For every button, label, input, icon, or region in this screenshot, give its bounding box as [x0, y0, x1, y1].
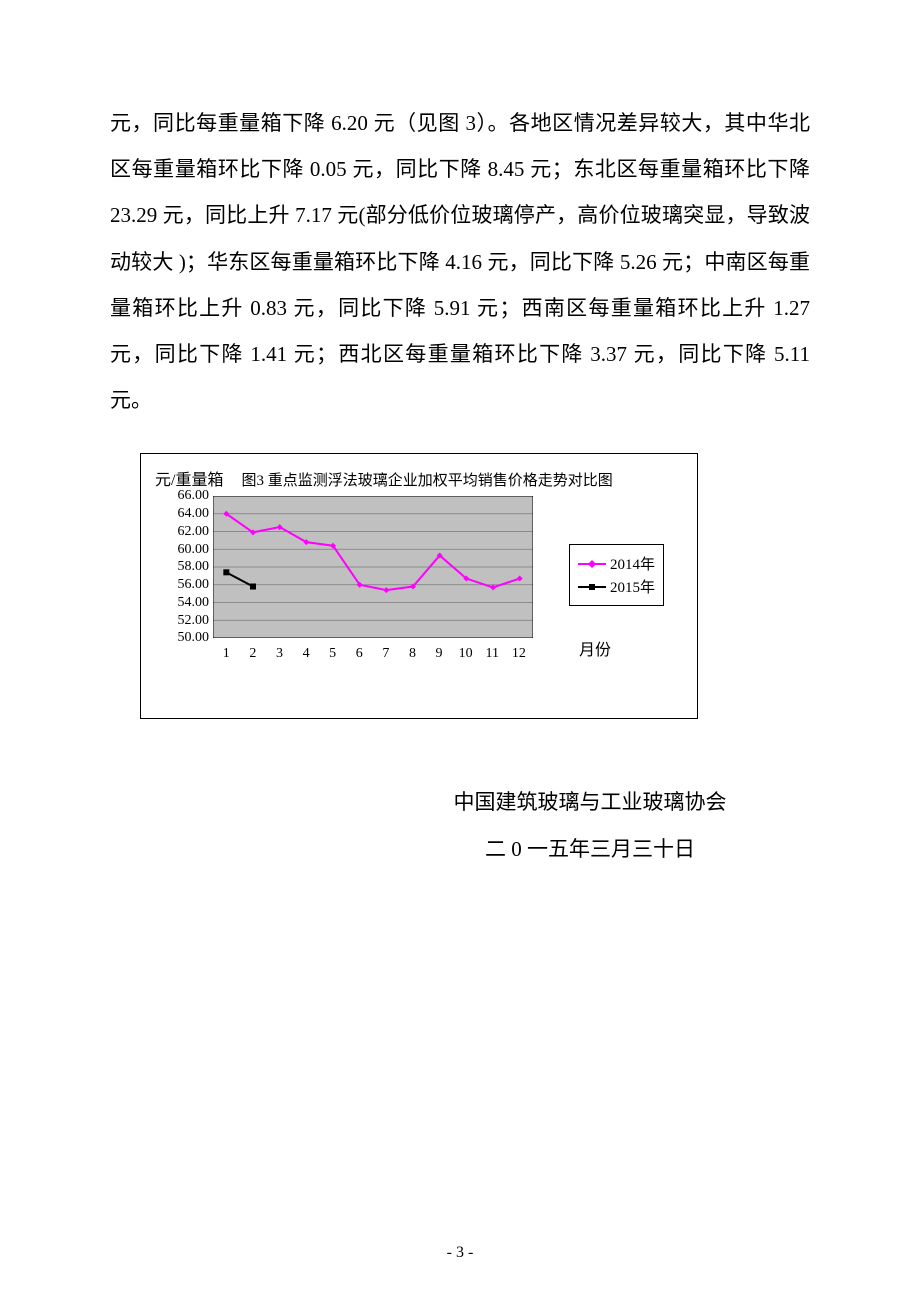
x-tick-label: 7 [373, 646, 400, 662]
legend-item: 2015年 [578, 576, 655, 597]
page-number: - 3 - [0, 1244, 920, 1262]
legend-label: 2014年 [610, 553, 655, 574]
chart-title: 图3 重点监测浮法玻璃企业加权平均销售价格走势对比图 [241, 469, 612, 490]
x-tick-label: 8 [399, 646, 426, 662]
legend-swatch [578, 557, 606, 571]
y-tick-label: 64.00 [178, 506, 210, 522]
signature-org: 中国建筑玻璃与工业玻璃协会 [370, 779, 810, 825]
x-tick-label: 2 [240, 646, 267, 662]
plot-svg [213, 496, 533, 638]
legend-item: 2014年 [578, 553, 655, 574]
plot-wrap: 66.0064.0062.0060.0058.0056.0054.0052.00… [155, 496, 683, 666]
document-page: 元，同比每重量箱下降 6.20 元（见图 3）。各地区情况差异较大，其中华北区每… [0, 0, 920, 1302]
x-tick-label: 1 [213, 646, 240, 662]
y-tick-label: 54.00 [178, 595, 210, 611]
y-tick-label: 60.00 [178, 542, 210, 558]
y-tick-label: 52.00 [178, 613, 210, 629]
x-tick-label: 3 [266, 646, 293, 662]
x-axis: 123456789101112 [213, 646, 533, 662]
x-tick-label: 12 [506, 646, 533, 662]
y-tick-label: 58.00 [178, 559, 210, 575]
signature-block: 中国建筑玻璃与工业玻璃协会 二 0 一五年三月三十日 [110, 779, 810, 871]
y-tick-label: 56.00 [178, 577, 210, 593]
plot-area: 66.0064.0062.0060.0058.0056.0054.0052.00… [155, 496, 555, 666]
x-tick-label: 9 [426, 646, 453, 662]
x-tick-label: 5 [319, 646, 346, 662]
y-axis: 66.0064.0062.0060.0058.0056.0054.0052.00… [155, 496, 213, 638]
x-tick-label: 11 [479, 646, 506, 662]
legend-label: 2015年 [610, 576, 655, 597]
body-paragraph: 元，同比每重量箱下降 6.20 元（见图 3）。各地区情况差异较大，其中华北区每… [110, 100, 810, 423]
chart-legend: 2014年2015年 [569, 544, 664, 606]
x-axis-label: 月份 [579, 636, 611, 660]
x-tick-label: 4 [293, 646, 320, 662]
signature-date: 二 0 一五年三月三十日 [370, 826, 810, 872]
y-tick-label: 66.00 [178, 488, 210, 504]
y-axis-unit: 元/重量箱 [155, 466, 223, 490]
legend-swatch [578, 580, 606, 594]
x-tick-label: 10 [452, 646, 479, 662]
y-tick-label: 62.00 [178, 524, 210, 540]
chart-header: 元/重量箱 图3 重点监测浮法玻璃企业加权平均销售价格走势对比图 [155, 466, 683, 490]
x-tick-label: 6 [346, 646, 373, 662]
price-trend-chart: 元/重量箱 图3 重点监测浮法玻璃企业加权平均销售价格走势对比图 66.0064… [140, 453, 698, 719]
y-tick-label: 50.00 [178, 630, 210, 646]
